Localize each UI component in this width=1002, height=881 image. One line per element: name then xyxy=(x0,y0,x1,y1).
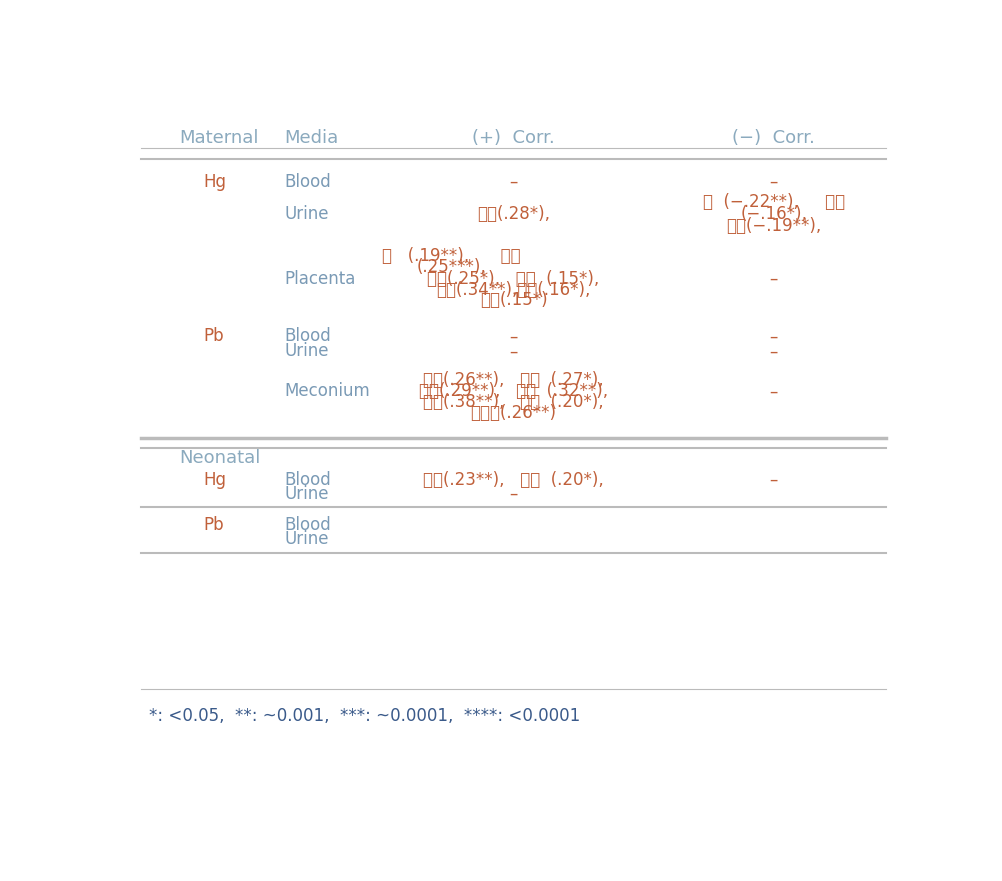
Text: (−)  Corr.: (−) Corr. xyxy=(732,130,815,147)
Text: Hg: Hg xyxy=(202,471,225,489)
Text: Neonatal: Neonatal xyxy=(179,449,261,468)
Text: Placenta: Placenta xyxy=(285,270,356,288)
Text: 버섯(.25*),   빵류  (.15*),: 버섯(.25*), 빵류 (.15*), xyxy=(428,270,599,288)
Text: 해산물(.26**): 해산물(.26**) xyxy=(471,404,556,422)
Text: –: – xyxy=(509,173,518,190)
Text: 쌍   (.19**),      생선: 쌍 (.19**), 생선 xyxy=(382,248,521,265)
Text: –: – xyxy=(509,485,518,503)
Text: Blood: Blood xyxy=(285,173,332,190)
Text: –: – xyxy=(770,328,778,345)
Text: Media: Media xyxy=(285,130,339,147)
Text: 쌍  (−.22**),     면류: 쌍 (−.22**), 면류 xyxy=(702,193,845,211)
Text: –: – xyxy=(509,343,518,360)
Text: 과일(.34**),야칄(.16*),: 과일(.34**),야칄(.16*), xyxy=(436,280,591,299)
Text: Blood: Blood xyxy=(285,516,332,534)
Text: 당류(.23**),   견과  (.20*),: 당류(.23**), 견과 (.20*), xyxy=(423,471,604,489)
Text: 감자(.15*): 감자(.15*) xyxy=(480,292,547,309)
Text: Urine: Urine xyxy=(285,205,329,223)
Text: (.25***),: (.25***), xyxy=(417,258,486,276)
Text: 생선(.26**),   버섯  (.27*),: 생선(.26**), 버섯 (.27*), xyxy=(423,372,604,389)
Text: –: – xyxy=(770,471,778,489)
Text: Hg: Hg xyxy=(202,173,225,190)
Text: 과일(.38**),   음료  (.20*),: 과일(.38**), 음료 (.20*), xyxy=(423,393,604,411)
Text: –: – xyxy=(770,343,778,360)
Text: –: – xyxy=(509,328,518,345)
Text: Meconium: Meconium xyxy=(285,382,370,400)
Text: Blood: Blood xyxy=(285,328,332,345)
Text: Pb: Pb xyxy=(202,328,223,345)
Text: Urine: Urine xyxy=(285,529,329,547)
Text: 빵류(.29**),   당류  (.32**),: 빵류(.29**), 당류 (.32**), xyxy=(419,382,608,400)
Text: 빵류(−.19**),: 빵류(−.19**), xyxy=(726,218,822,235)
Text: Urine: Urine xyxy=(285,485,329,503)
Text: (−.16*),: (−.16*), xyxy=(740,205,807,223)
Text: Blood: Blood xyxy=(285,471,332,489)
Text: –: – xyxy=(770,382,778,400)
Text: –: – xyxy=(770,270,778,288)
Text: Maternal: Maternal xyxy=(179,130,260,147)
Text: 당류(.28*),: 당류(.28*), xyxy=(477,205,550,223)
Text: Urine: Urine xyxy=(285,343,329,360)
Text: *: <0.05,  **: ~0.001,  ***: ~0.0001,  ****: <0.0001: *: <0.05, **: ~0.001, ***: ~0.0001, ****… xyxy=(148,707,580,725)
Text: (+)  Corr.: (+) Corr. xyxy=(472,130,555,147)
Text: –: – xyxy=(770,173,778,190)
Text: Pb: Pb xyxy=(202,516,223,534)
